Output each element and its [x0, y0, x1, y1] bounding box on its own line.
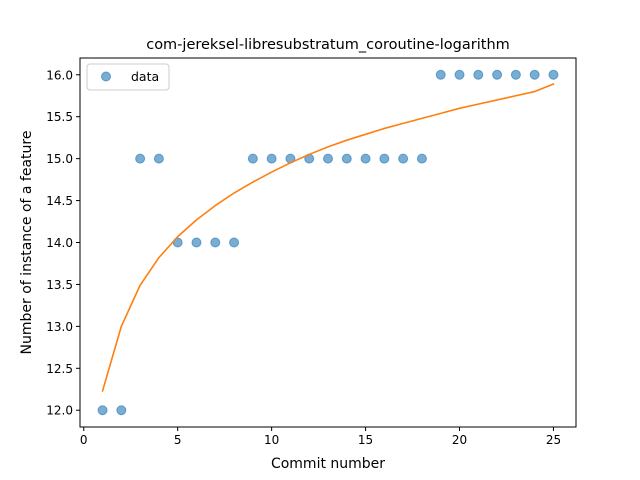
x-tick-label: 20 [452, 433, 467, 447]
data-point [473, 69, 484, 80]
y-tick-label: 14.5 [46, 194, 73, 208]
plot-area [97, 69, 559, 416]
y-tick-label: 12.0 [46, 404, 73, 418]
y-axis-label: Number of instance of a feature [19, 131, 35, 355]
fit-line [101, 82, 555, 392]
legend-label-data: data [131, 69, 159, 84]
x-tick-label: 0 [80, 433, 88, 447]
y-tick-label: 13.0 [46, 320, 73, 334]
y-axis: 12.0 12.5 13.0 13.5 14.0 14.5 15.0 15.5 16.0 [46, 68, 80, 418]
data-point [229, 237, 240, 248]
x-tick-label: 10 [264, 433, 279, 447]
data-point [97, 405, 108, 416]
data-point [435, 69, 446, 80]
data-point [492, 69, 503, 80]
data-point [323, 153, 333, 164]
x-tick-label: 15 [358, 433, 373, 447]
data-point [360, 153, 371, 164]
legend-marker-data [101, 71, 111, 82]
chart-title: com-jereksel-libresubstratum_coroutine-l… [146, 37, 510, 53]
x-tick-label: 25 [546, 433, 561, 447]
y-tick-label: 15.0 [46, 152, 73, 166]
y-tick-label: 12.5 [46, 362, 73, 376]
data-point [266, 153, 277, 164]
data-point [454, 69, 465, 80]
legend-box [86, 63, 170, 91]
data-point [191, 237, 202, 248]
y-tick-label: 14.0 [46, 236, 73, 250]
y-tick-label: 16.0 [46, 68, 73, 82]
x-axis-label: Commit number [271, 456, 385, 472]
x-axis: 0 5 10 15 20 25 [80, 427, 561, 447]
data-point [210, 237, 221, 248]
data-point [529, 69, 540, 80]
legend: data [86, 63, 170, 91]
data-point [153, 153, 164, 164]
y-tick-label: 15.5 [46, 110, 73, 124]
data-point [116, 405, 127, 416]
data-point [398, 153, 409, 164]
data-point [548, 69, 559, 80]
data-point [341, 153, 352, 164]
data-point [416, 153, 427, 164]
data-point [247, 153, 258, 164]
x-tick-label: 5 [174, 433, 182, 447]
y-tick-label: 13.5 [46, 278, 73, 292]
data-point [379, 153, 390, 164]
data-point [510, 69, 521, 80]
data-point [135, 153, 146, 164]
